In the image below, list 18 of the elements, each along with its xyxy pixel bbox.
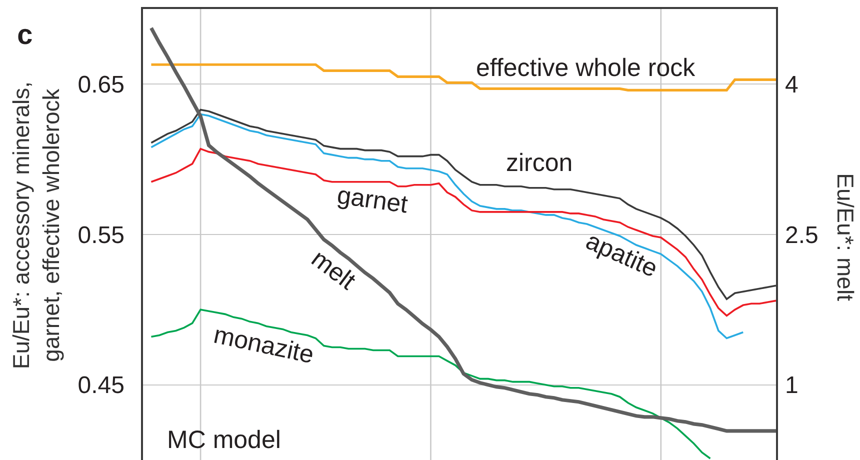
- y2-axis-title: Eu/Eu*: melt: [832, 173, 858, 302]
- y-tick-label: 0.45: [78, 372, 124, 400]
- line-series: [150, 308, 712, 460]
- y-tick-label: 0.65: [78, 72, 124, 99]
- y2-tick-label: 1: [785, 372, 798, 400]
- chart-title: c: [17, 18, 33, 50]
- text: garnet: [335, 181, 410, 219]
- annotation: MC model: [167, 426, 281, 454]
- y-axis-title: Eu/Eu*: accessory minerals, garnet, effective wholerock: [8, 82, 64, 370]
- text: monazite: [211, 320, 316, 370]
- text: apatite: [582, 226, 662, 284]
- text: melt: [306, 244, 361, 296]
- y2-tick-label: 4: [785, 72, 798, 99]
- y-tick-label: 0.55: [78, 222, 124, 249]
- series-label: zircon: [506, 149, 573, 177]
- line-series: [150, 148, 776, 317]
- y2-tick-label: 2.5: [785, 222, 818, 249]
- series-label: effective whole rock: [476, 54, 696, 82]
